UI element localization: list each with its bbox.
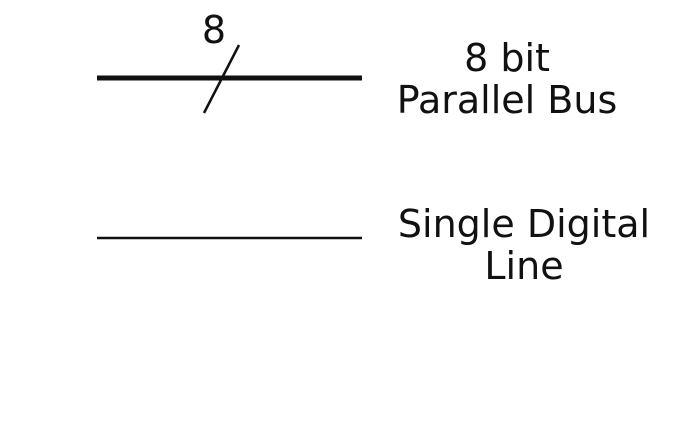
bus-width-slash — [202, 44, 241, 114]
parallel-bus-label-line-1: 8 bit — [464, 36, 550, 80]
bus-width-label: 8 — [201, 8, 227, 52]
single-line-label-line-1: Single Digital — [397, 202, 651, 246]
single-line-label: Single Digital Line — [376, 203, 672, 287]
parallel-bus-label: 8 bit Parallel Bus — [378, 37, 636, 121]
single-line-label-line-2: Line — [484, 244, 564, 288]
parallel-bus-label-line-2: Parallel Bus — [396, 78, 618, 122]
